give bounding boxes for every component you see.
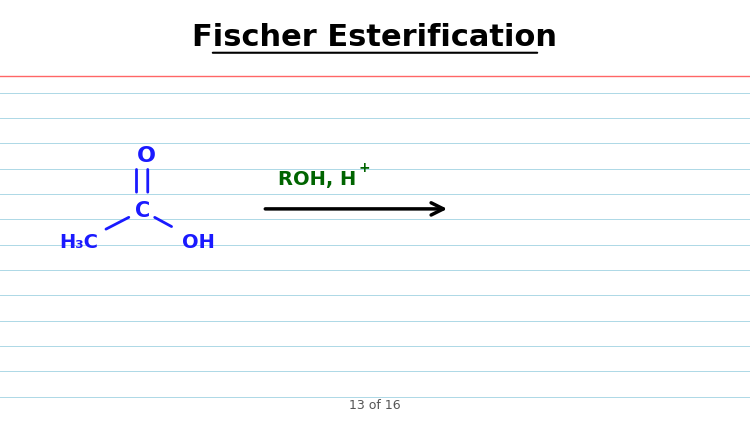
Text: C: C [135, 201, 150, 221]
Text: +: + [358, 160, 370, 175]
Text: O: O [136, 146, 156, 166]
Text: ROH, H: ROH, H [278, 170, 356, 189]
Text: OH: OH [182, 233, 215, 252]
Text: Fischer Esterification: Fischer Esterification [193, 24, 557, 52]
Text: 13 of 16: 13 of 16 [350, 399, 400, 411]
Text: H₃C: H₃C [59, 233, 98, 252]
